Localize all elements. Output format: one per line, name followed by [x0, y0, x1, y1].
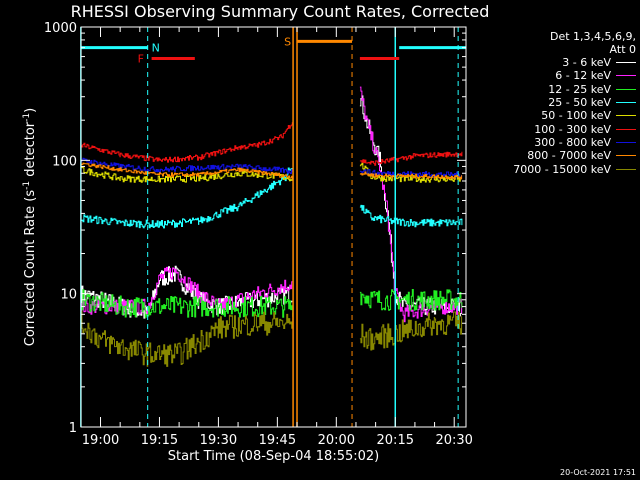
- legend-header-attenuator: Att 0: [609, 43, 636, 56]
- legend-item-7000-15000-kev: 7000 - 15000 keV: [478, 162, 636, 176]
- y-axis-label: Corrected Count Rate (s-1 detector-1): [22, 108, 38, 346]
- series-7000-15000-kev: [80, 310, 463, 367]
- series-800-7000-kev: [80, 162, 463, 180]
- marker-layer: NF S: [80, 27, 466, 427]
- legend-label: 3 - 6 keV: [562, 56, 611, 70]
- legend-rows: 3 - 6 keV 6 - 12 keV 12 - 25 keV 25 - 50 ke…: [478, 56, 636, 176]
- legend-item-6-12-kev: 6 - 12 keV: [478, 69, 636, 82]
- y-axis-label-part: ): [23, 108, 38, 113]
- legend-item-100-300-kev: 100 - 300 keV: [478, 122, 636, 136]
- legend: Det 1,3,4,5,6,9, Att 0 3 - 6 keV 6 - 12 k…: [478, 30, 636, 176]
- legend-label: 7000 - 15000 keV: [513, 162, 611, 176]
- series-12-25-kev: [80, 289, 463, 318]
- legend-item-50-100-kev: 50 - 100 keV: [478, 109, 636, 122]
- series-100-300-kev: [80, 122, 463, 166]
- y-tick-label-10: 10: [60, 288, 77, 303]
- legend-swatch: [616, 155, 636, 157]
- legend-swatch: [616, 141, 636, 143]
- timestamp-footer: 20-Oct-2021 17:51: [560, 468, 636, 477]
- legend-item-3-6-kev: 3 - 6 keV: [478, 56, 636, 69]
- legend-label: 300 - 800 keV: [534, 135, 611, 149]
- axes-layer: 1 10 100 1000 19:00 19:15 19:30 19:45 20:00 20:15…: [22, 21, 473, 464]
- x-tick-label-2000: 20:00: [318, 433, 355, 448]
- x-tick-label-2030: 20:30: [435, 433, 472, 448]
- legend-label: 50 - 100 keV: [541, 109, 611, 123]
- legend-item-25-50-kev: 25 - 50 keV: [478, 96, 636, 109]
- legend-item-12-25-kev: 12 - 25 keV: [478, 83, 636, 96]
- annotation-n: N: [152, 42, 160, 55]
- x-tick-label-1900: 19:00: [82, 433, 119, 448]
- legend-item-800-7000-kev: 800 - 7000 keV: [478, 149, 636, 162]
- legend-label: 25 - 50 keV: [548, 96, 611, 110]
- y-axis-label-part: Corrected Count Rate (s: [23, 190, 38, 347]
- series-25-50-kev: [80, 167, 463, 229]
- annotation-s: S: [284, 35, 291, 48]
- legend-swatch: [616, 115, 636, 117]
- series-layer: [80, 86, 463, 367]
- y-tick-label-1000: 1000: [44, 21, 77, 36]
- x-axis-label: Start Time (08-Sep-04 18:55:02): [168, 449, 379, 464]
- y-axis-label-part: detector: [23, 121, 38, 181]
- legend-label: 800 - 7000 keV: [527, 149, 611, 163]
- legend-label: 12 - 25 keV: [548, 82, 611, 96]
- legend-label: 100 - 300 keV: [534, 122, 611, 136]
- plot-frame: [80, 26, 467, 428]
- x-tick-label-1930: 19:30: [200, 433, 237, 448]
- series-3-6-kev: [80, 95, 463, 319]
- legend-swatch: [616, 102, 636, 104]
- y-axis-label-superscript: -1: [22, 181, 32, 190]
- x-tick-label-1945: 19:45: [259, 433, 296, 448]
- legend-swatch: [616, 168, 636, 170]
- legend-swatch: [616, 62, 636, 64]
- series-6-12-kev: [80, 86, 463, 323]
- chart-title: RHESSI Observing Summary Count Rates, Co…: [70, 2, 490, 21]
- legend-swatch: [616, 75, 636, 77]
- annotation-f: F: [138, 53, 144, 66]
- x-tick-label-2015: 20:15: [377, 433, 414, 448]
- y-tick-label-1: 1: [69, 421, 77, 436]
- x-tick-label-1915: 19:15: [141, 433, 178, 448]
- legend-header-detectors: Det 1,3,4,5,6,9,: [549, 30, 636, 43]
- legend-swatch: [616, 128, 636, 130]
- y-tick-label-100: 100: [52, 154, 77, 169]
- legend-label: 6 - 12 keV: [555, 69, 611, 83]
- legend-item-300-800-kev: 300 - 800 keV: [478, 136, 636, 149]
- y-axis-label-superscript: -1: [22, 113, 32, 122]
- legend-swatch: [616, 88, 636, 90]
